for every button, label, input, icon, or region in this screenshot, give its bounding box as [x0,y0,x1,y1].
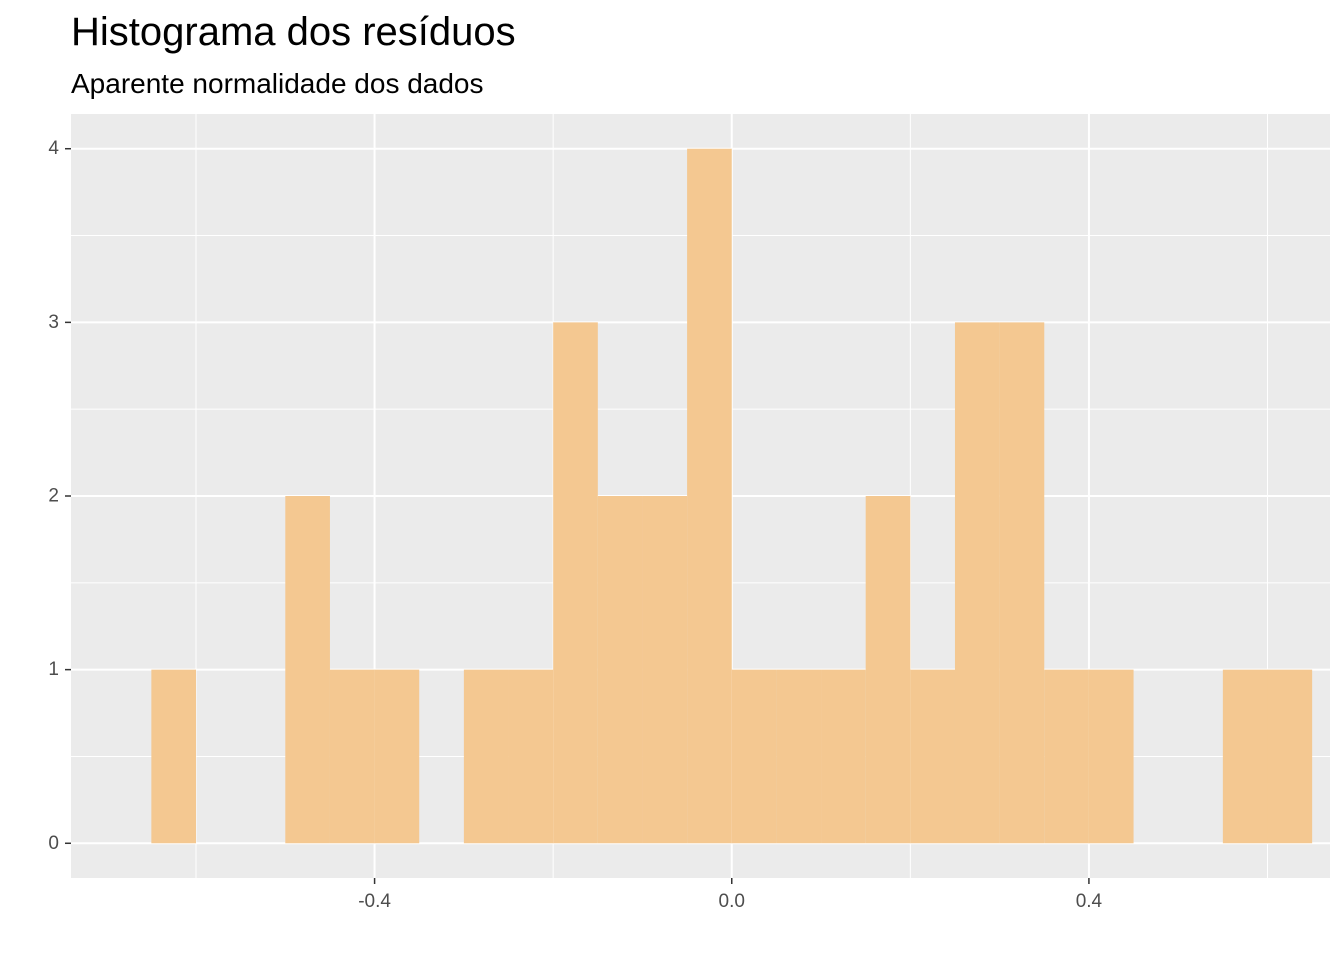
histogram-bar-4 [329,669,375,844]
chart-title: Histograma dos resíduos [71,10,516,54]
y-tick-label-0: 0 [48,833,59,854]
histogram-bar-15 [821,669,866,844]
axis-ticks [65,147,1090,884]
histogram-bar-7 [463,669,509,844]
histogram-bar-10 [597,496,643,844]
x-tick-label-2: 0.4 [1076,891,1103,912]
histogram-bar-19 [999,322,1045,844]
histogram-bar-13 [731,669,777,844]
x-axis-tick-labels: -0.4 0.0 0.4 [358,891,1102,912]
histogram-bar-8 [508,669,554,844]
histogram-bar-21 [1088,669,1134,844]
histogram-bar-17 [910,669,955,844]
x-tick-label-1: 0.0 [719,891,745,912]
y-tick-label-2: 2 [48,486,59,507]
histogram-bar-0 [151,669,197,844]
histogram-bar-18 [954,322,1000,844]
y-tick-label-1: 1 [48,659,59,680]
histogram-bar-5 [374,669,420,844]
y-axis-tick-labels: 0 1 2 3 4 [48,138,59,854]
histogram-bar-16 [865,496,911,844]
histogram-bar-12 [687,148,732,844]
histogram-bar-25 [1267,669,1313,844]
histogram-bar-11 [642,496,688,844]
histogram-bar-9 [553,322,598,844]
y-tick-label-4: 4 [48,138,59,159]
histogram-bar-24 [1222,669,1268,844]
histogram-bar-3 [285,496,330,844]
chart-subtitle: Aparente normalidade dos dados [71,68,484,99]
histogram-bars [151,148,1313,844]
x-tick-label-0: -0.4 [358,891,391,912]
histogram-bar-20 [1044,669,1089,844]
histogram-bar-14 [776,669,822,844]
y-tick-label-3: 3 [48,312,59,333]
